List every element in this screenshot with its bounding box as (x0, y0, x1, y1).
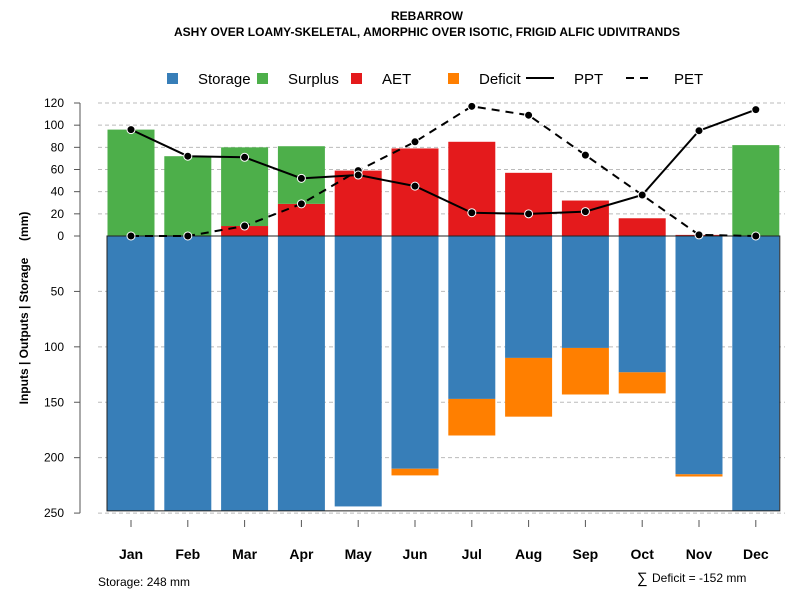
bar-aet-oct (618, 218, 666, 236)
bar-aet-mar (221, 226, 269, 236)
deficit-annotation: Deficit = -152 mm (652, 571, 746, 585)
bar-storage-jan (107, 236, 155, 511)
bar-deficit-sep (561, 347, 609, 395)
bar-storage-jul (448, 236, 496, 399)
point-pet (694, 230, 704, 240)
bar-aet-apr (277, 203, 325, 236)
bar-aet-jun (391, 148, 439, 236)
point-pet (126, 231, 136, 241)
x-tick-label: Apr (289, 546, 314, 562)
y-tick-label: 20 (51, 207, 65, 221)
legend-label-pet: PET (674, 71, 703, 88)
bar-storage-dec (732, 236, 780, 511)
y-tick-label: 40 (51, 185, 65, 199)
chart-subtitle: ASHY OVER LOAMY-SKELETAL, AMORPHIC OVER … (174, 25, 680, 39)
bar-surplus-jan (107, 129, 155, 236)
y-tick-label: 60 (51, 163, 65, 177)
y-tick-label: 100 (44, 340, 64, 354)
bar-deficit-aug (505, 357, 553, 417)
legend-swatch-surplus (257, 73, 268, 84)
point-ppt (751, 105, 761, 115)
point-ppt (410, 181, 420, 191)
point-pet (183, 231, 193, 241)
line-ppt (130, 108, 757, 215)
bar-deficit-jun (391, 468, 439, 476)
legend-label-storage: Storage (198, 71, 251, 88)
y-tick-label: 100 (44, 118, 64, 132)
point-pet (751, 231, 761, 241)
legend-swatch-aet (351, 73, 362, 84)
bar-aet-may (334, 170, 382, 236)
bar-storage-oct (618, 236, 666, 373)
legend-label-surplus: Surplus (288, 71, 339, 88)
x-tick-label: Jul (462, 546, 482, 562)
x-tick-label: Dec (743, 546, 769, 562)
y-tick-label: 200 (44, 451, 64, 465)
line-pet (131, 105, 756, 237)
bar-storage-mar (221, 236, 269, 511)
bar-surplus-dec (732, 145, 780, 236)
x-tick-label: Feb (175, 546, 200, 562)
legend: Storage Surplus AET Deficit PPT PET (167, 71, 703, 88)
storage-annotation: Storage: 248 mm (98, 575, 190, 589)
x-tick-label: Aug (515, 546, 542, 562)
bar-storage-sep (561, 236, 609, 348)
legend-label-ppt: PPT (574, 71, 603, 88)
x-tick-label: Jun (403, 546, 428, 562)
point-ppt (694, 126, 704, 136)
point-ppt (580, 207, 590, 217)
point-pet (296, 199, 306, 209)
bar-deficit-nov (675, 474, 723, 477)
point-pet (240, 221, 250, 231)
bar-aet-jul (448, 141, 496, 236)
point-ppt (637, 190, 647, 200)
bar-storage-jun (391, 236, 439, 469)
y-tick-label: 150 (44, 395, 64, 409)
legend-swatch-storage (167, 73, 178, 84)
bar-storage-apr (277, 236, 325, 511)
point-pet (467, 101, 477, 111)
point-pet (580, 150, 590, 160)
x-tick-label: May (345, 546, 372, 562)
bar-storage-may (334, 236, 382, 507)
legend-label-aet: AET (382, 71, 411, 88)
y-tick-label: 80 (51, 140, 65, 154)
bar-storage-feb (164, 236, 212, 511)
sum-symbol: ∑ (637, 570, 648, 587)
bar-aet-aug (505, 172, 553, 236)
point-ppt (353, 170, 363, 180)
point-ppt (524, 209, 534, 219)
bar-deficit-oct (618, 372, 666, 394)
bar-deficit-jul (448, 398, 496, 436)
x-tick-label: Sep (573, 546, 599, 562)
legend-label-deficit: Deficit (479, 71, 522, 88)
point-pet (410, 137, 420, 147)
point-ppt (183, 151, 193, 161)
y-tick-label: 50 (51, 284, 65, 298)
y-tick-label: 250 (44, 506, 64, 520)
point-ppt (467, 208, 477, 218)
x-tick-label: Oct (631, 546, 655, 562)
point-pet (524, 110, 534, 120)
y-tick-label: 0 (57, 229, 64, 243)
bar-storage-nov (675, 236, 723, 475)
x-tick-label: Nov (686, 546, 713, 562)
y-axis-label: Inputs | Outputs | Storage (mm) (17, 212, 31, 405)
chart-title: REBARROW (391, 9, 464, 23)
point-ppt (240, 152, 250, 162)
bar-storage-aug (505, 236, 553, 358)
point-ppt (296, 173, 306, 183)
bar-surplus-feb (164, 156, 212, 236)
x-tick-label: Jan (119, 546, 143, 562)
x-tick-label: Mar (232, 546, 257, 562)
legend-swatch-deficit (448, 73, 459, 84)
point-ppt (126, 125, 136, 135)
y-tick-label: 120 (44, 96, 64, 110)
